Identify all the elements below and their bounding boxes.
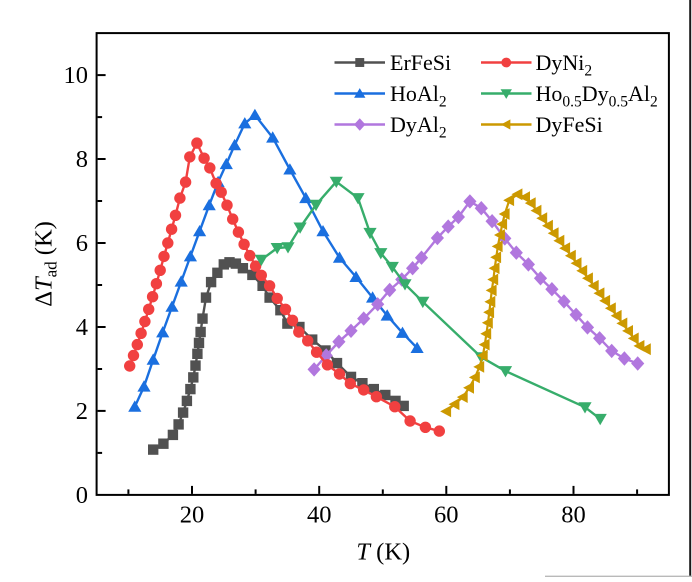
svg-text:6: 6	[76, 230, 88, 257]
svg-text:80: 80	[561, 502, 586, 529]
svg-text:60: 60	[434, 502, 459, 529]
svg-text:HoAl2​: HoAl2​	[390, 81, 447, 111]
svg-text:DyAl2​: DyAl2​	[390, 112, 447, 142]
svg-text:8: 8	[76, 146, 88, 173]
svg-text:0: 0	[76, 482, 88, 509]
svg-text:DyNi2​: DyNi2​	[536, 50, 593, 80]
svg-text:Ho0.5​Dy0.5​Al2​: Ho0.5​Dy0.5​Al2​	[536, 81, 658, 111]
svg-text:2: 2	[76, 398, 88, 425]
svg-text:10: 10	[64, 62, 89, 89]
svg-text:40: 40	[307, 502, 332, 529]
svg-text:ErFeSi: ErFeSi	[390, 50, 451, 75]
svg-text:20: 20	[180, 502, 205, 529]
svg-text:4: 4	[76, 314, 88, 341]
svg-text:T (K): T (K)	[356, 539, 410, 566]
svg-text:DyFeSi: DyFeSi	[536, 112, 603, 137]
svg-text:ΔTad (K): ΔTad (K)	[31, 221, 61, 307]
